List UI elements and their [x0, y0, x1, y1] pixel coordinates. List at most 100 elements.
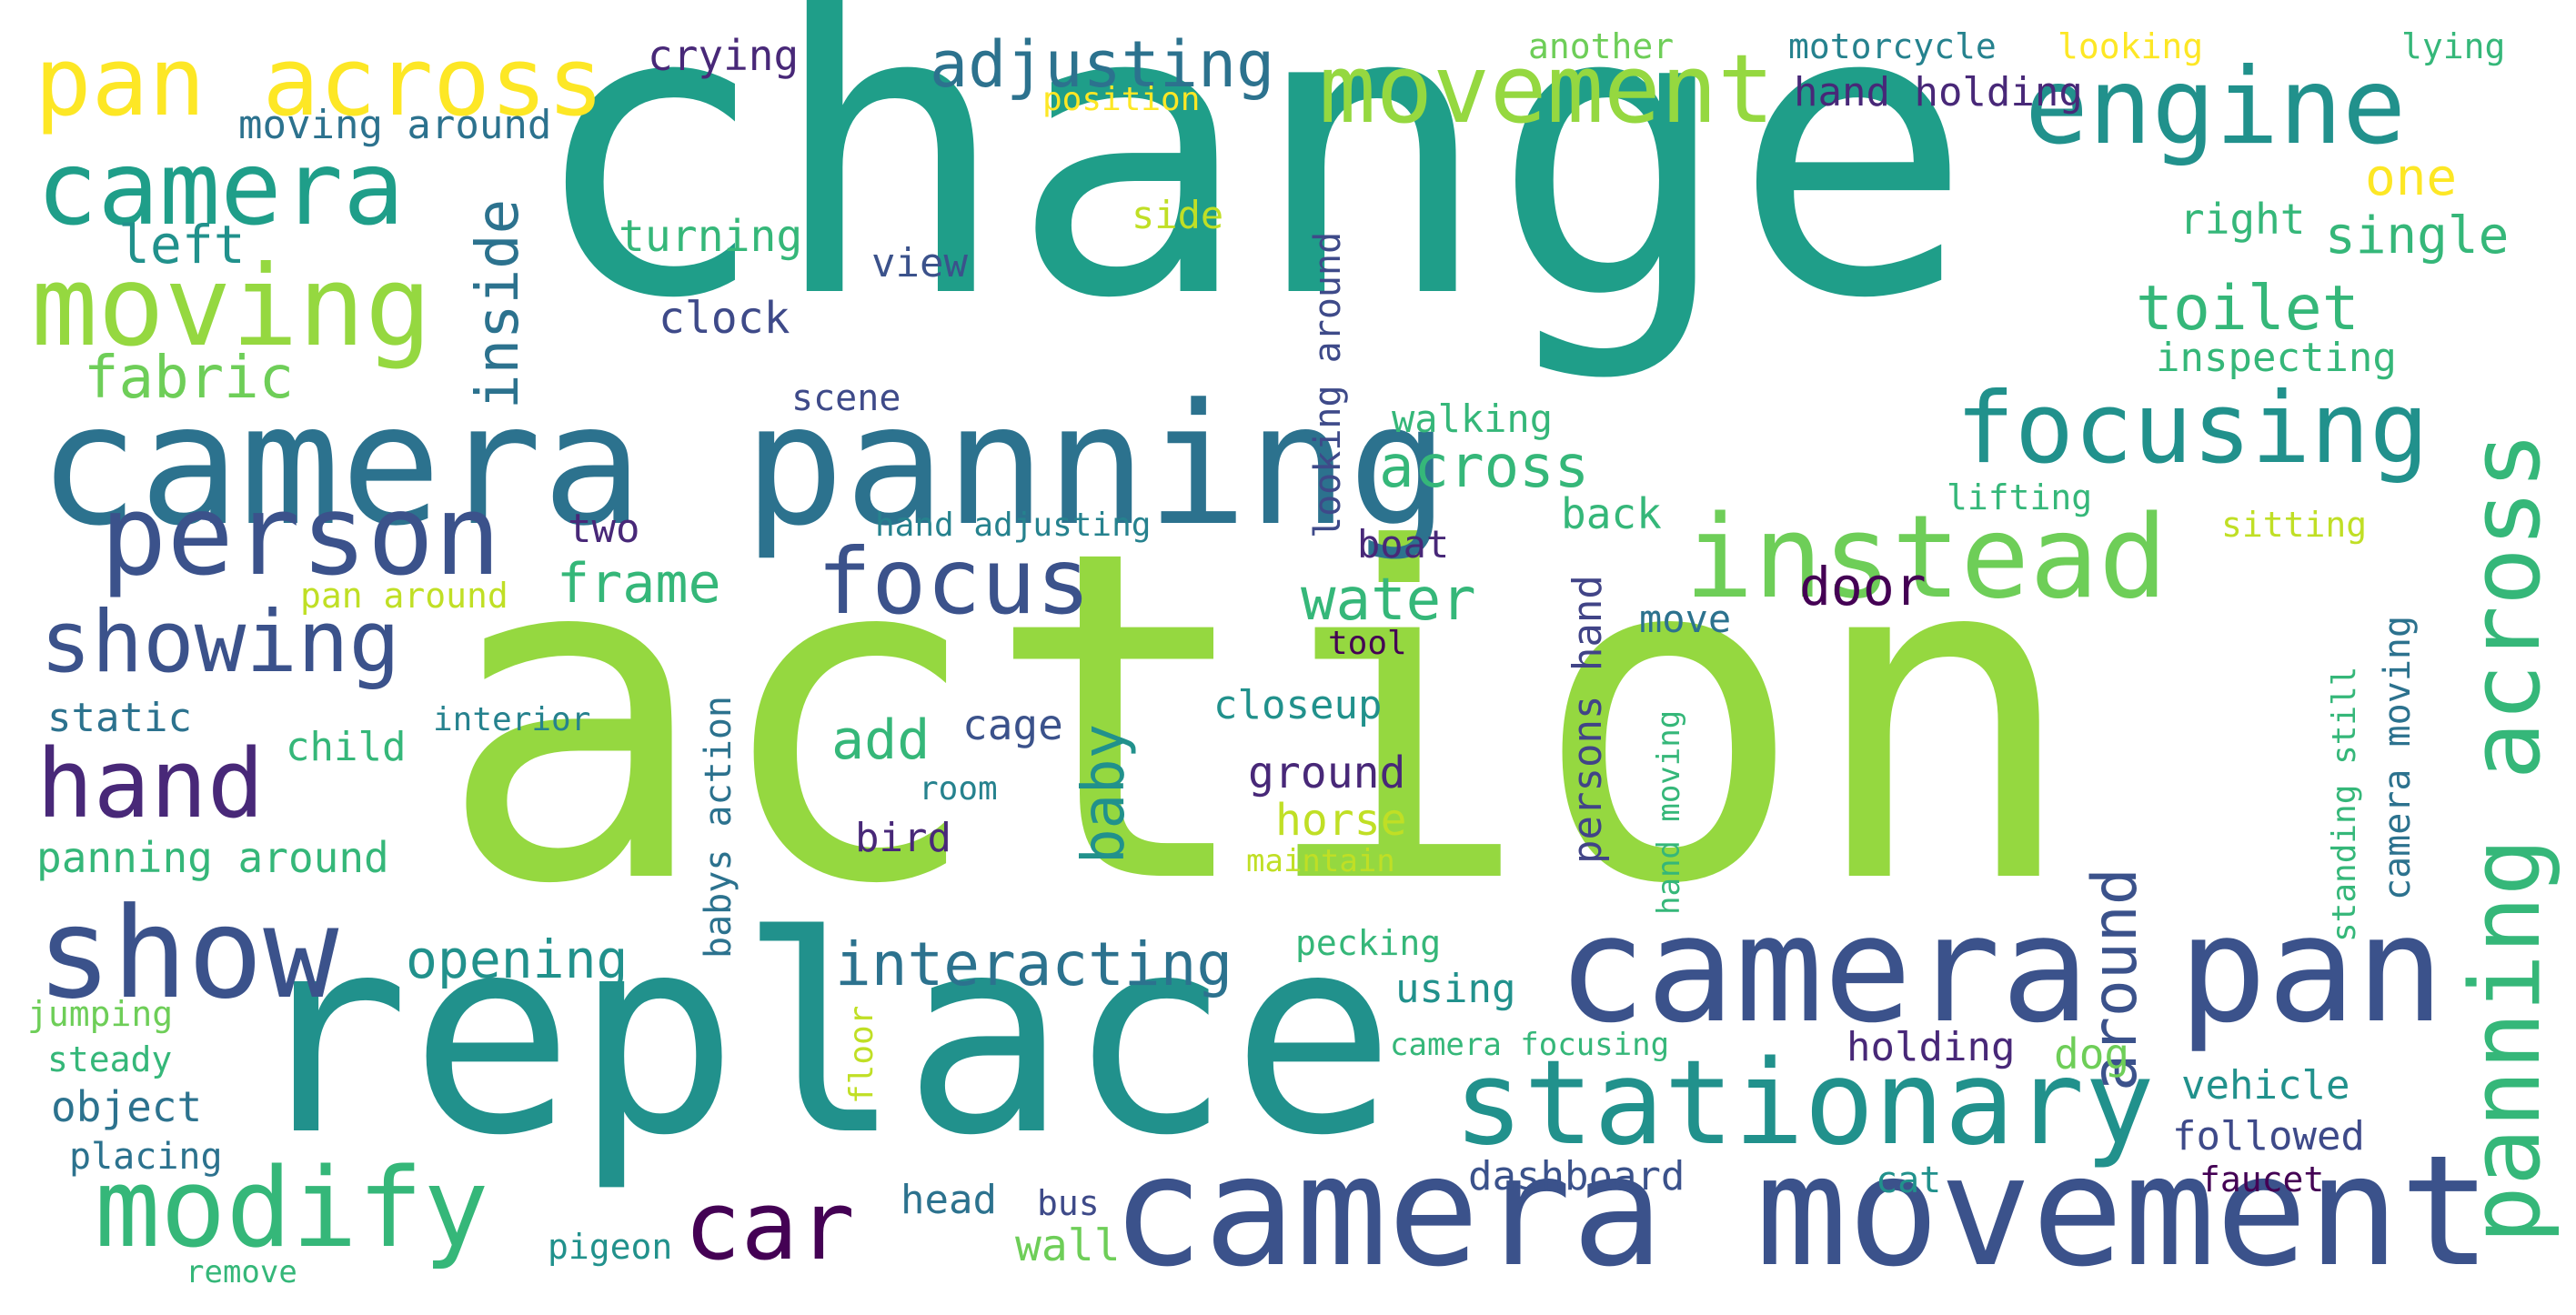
word-child: child — [286, 724, 407, 770]
word-looking: looking — [2058, 26, 2204, 66]
word-interacting: interacting — [835, 929, 1233, 999]
word-interior: interior — [433, 701, 591, 738]
word-camera-movement: camera movement — [1112, 1122, 2492, 1300]
word-maintain: maintain — [1246, 843, 1395, 879]
word-fabric: fabric — [84, 345, 295, 412]
word-position: position — [1042, 81, 1201, 118]
word-inside: inside — [465, 198, 532, 409]
word-adjusting: adjusting — [930, 27, 1275, 102]
word-hand-moving: hand moving — [1651, 709, 1687, 915]
word-engine: engine — [2025, 45, 2407, 168]
word-standing-still: standing still — [2326, 666, 2363, 942]
word-person: person — [100, 471, 501, 600]
word-motorcycle: motorcycle — [1788, 26, 1997, 66]
word-moving: moving — [31, 242, 432, 371]
word-boat: boat — [1357, 522, 1450, 567]
word-crying: crying — [648, 31, 800, 80]
word-followed: followed — [2172, 1113, 2365, 1159]
word-cage: cage — [962, 700, 1063, 749]
word-lying: lying — [2401, 26, 2506, 66]
word-head: head — [901, 1177, 997, 1223]
word-modify: modify — [95, 1146, 489, 1272]
word-using: using — [1395, 966, 1516, 1012]
word-add: add — [831, 708, 931, 772]
word-back: back — [1561, 489, 1662, 538]
word-looking-around: looking around — [1307, 231, 1349, 538]
word-turning: turning — [619, 211, 803, 262]
word-focus: focus — [817, 528, 1092, 635]
word-show: show — [36, 880, 339, 1027]
word-dashboard: dashboard — [1468, 1153, 1685, 1200]
word-change: change — [528, 0, 1974, 386]
word-water: water — [1301, 567, 1476, 634]
word-panning-across: panning across — [2450, 431, 2561, 1244]
word-faucet: faucet — [2199, 1159, 2325, 1200]
word-remove: remove — [186, 1254, 297, 1290]
word-wall: wall — [1015, 1220, 1121, 1271]
word-instead: instead — [1685, 490, 2168, 624]
word-side: side — [1132, 193, 1224, 237]
word-two: two — [568, 506, 640, 552]
word-camera-panning: camera panning — [38, 368, 1449, 563]
word-pan-around: pan around — [300, 576, 508, 616]
word-placing: placing — [69, 1136, 223, 1178]
word-jumping: jumping — [27, 994, 174, 1034]
word-camera-pan: camera pan — [1557, 885, 2445, 1056]
word-dog: dog — [2054, 1029, 2130, 1079]
word-door: door — [1799, 556, 1927, 617]
word-scene: scene — [791, 377, 901, 419]
word-room: room — [919, 770, 998, 808]
word-action: action — [437, 454, 2080, 983]
word-toilet: toilet — [2136, 273, 2360, 345]
word-camera-focusing: camera focusing — [1390, 1027, 1670, 1063]
word-holding: holding — [1846, 1024, 2016, 1070]
word-focusing: focusing — [1956, 372, 2430, 486]
word-persons-hand: persons hand — [1565, 575, 1611, 864]
word-walking: walking — [1392, 397, 1554, 441]
word-one: one — [2365, 148, 2458, 207]
word-another: another — [1528, 26, 1675, 66]
word-opening: opening — [406, 929, 629, 990]
word-across: across — [1379, 434, 1590, 501]
word-static: static — [47, 695, 192, 741]
word-bird: bird — [855, 815, 951, 861]
word-hand-adjusting: hand adjusting — [875, 507, 1152, 544]
word-camera-moving: camera moving — [2377, 615, 2419, 900]
word-floor: floor — [843, 1005, 880, 1104]
word-move: move — [1639, 597, 1732, 641]
word-babys-action: babys action — [698, 696, 740, 959]
word-replace: replace — [246, 878, 1396, 1195]
word-pigeon: pigeon — [548, 1227, 673, 1267]
word-pecking: pecking — [1295, 923, 1442, 963]
word-lifting: lifting — [1947, 477, 2093, 517]
word-sitting: sitting — [2221, 505, 2368, 545]
word-hand-holding: hand holding — [1794, 69, 2083, 115]
word-vehicle: vehicle — [2181, 1062, 2350, 1109]
word-tool: tool — [1328, 625, 1407, 662]
word-steady: steady — [47, 1039, 173, 1079]
word-left: left — [118, 214, 246, 276]
word-movement: movement — [1319, 34, 1775, 145]
word-right: right — [2179, 195, 2306, 244]
word-bus: bus — [1037, 1183, 1100, 1223]
word-cat: cat — [1876, 1159, 1942, 1201]
word-baby: baby — [1071, 723, 1138, 864]
word-single: single — [2325, 206, 2510, 266]
word-closeup: closeup — [1213, 682, 1383, 728]
word-stationary: stationary — [1454, 1036, 2155, 1171]
word-moving-around: moving around — [238, 102, 552, 148]
word-panning-around: panning around — [36, 833, 389, 882]
word-clock: clock — [659, 293, 790, 344]
word-showing: showing — [40, 593, 401, 692]
word-frame: frame — [557, 552, 721, 616]
word-pan-across: pan across — [35, 26, 605, 137]
word-car: car — [684, 1170, 855, 1281]
word-ground: ground — [1248, 748, 1406, 798]
word-view: view — [871, 240, 968, 286]
word-horse: horse — [1275, 795, 1407, 846]
word-hand: hand — [36, 728, 265, 839]
word-camera: camera — [36, 130, 405, 248]
word-object: object — [51, 1082, 203, 1131]
word-inspecting: inspecting — [2156, 335, 2397, 381]
